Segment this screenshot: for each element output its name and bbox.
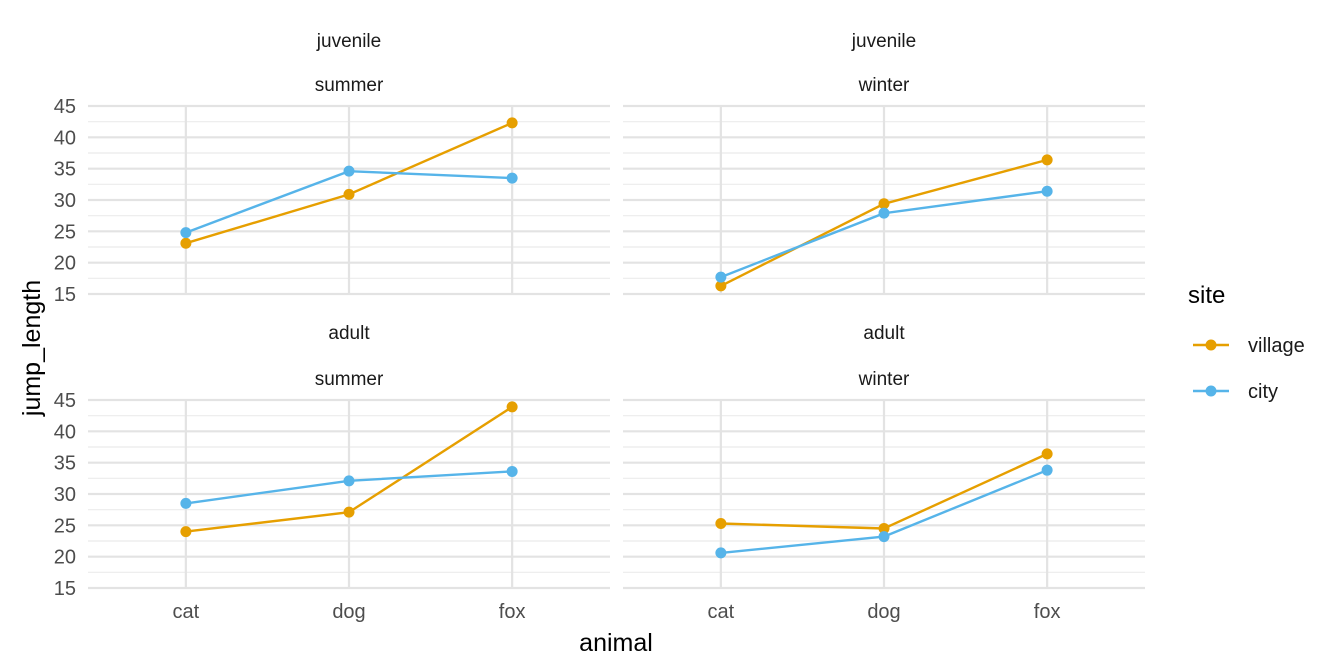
data-point-village [878, 198, 890, 210]
legend-key-point [1205, 339, 1217, 351]
data-point-city [715, 271, 727, 283]
data-point-city [180, 227, 192, 239]
facet-strip-top: juvenile [316, 31, 381, 52]
data-point-village [506, 117, 518, 129]
y-tick-label: 20 [54, 253, 76, 275]
data-point-city [878, 531, 890, 543]
data-point-city [343, 165, 355, 177]
data-point-village [715, 280, 727, 292]
y-tick-label: 30 [54, 190, 76, 212]
data-point-village [715, 517, 727, 529]
y-tick-label: 35 [54, 159, 76, 181]
x-tick-label: cat [708, 601, 735, 623]
y-tick-label: 25 [54, 515, 76, 537]
x-tick-label: fox [499, 601, 526, 623]
data-point-city [343, 475, 355, 487]
facet-strip-bottom: summer [315, 369, 384, 390]
x-axis-title: animal [579, 629, 653, 657]
facet-strip-bottom: winter [858, 369, 910, 390]
x-tick-label: cat [173, 601, 200, 623]
data-point-village [343, 188, 355, 200]
y-tick-label: 25 [54, 221, 76, 243]
data-point-village [180, 237, 192, 249]
facet-strip-top: adult [863, 323, 905, 344]
data-point-village [180, 526, 192, 538]
legend-label-village: village [1248, 335, 1305, 357]
x-tick-label: dog [332, 601, 365, 623]
data-point-village [1041, 448, 1053, 460]
data-point-city [506, 172, 518, 184]
y-tick-label: 45 [54, 390, 76, 412]
facet-strip-bottom: summer [315, 75, 384, 96]
legend-label-city: city [1248, 381, 1278, 403]
facet-strip-top: juvenile [851, 31, 916, 52]
y-tick-label: 45 [54, 96, 76, 118]
data-point-village [343, 506, 355, 518]
y-tick-label: 35 [54, 453, 76, 475]
legend-title: site [1188, 282, 1225, 309]
x-tick-label: fox [1034, 601, 1061, 623]
data-point-village [1041, 154, 1053, 166]
x-tick-label: dog [867, 601, 900, 623]
data-point-city [1041, 464, 1053, 476]
y-tick-label: 40 [54, 127, 76, 149]
y-axis-title: jump_length [18, 280, 46, 417]
y-tick-label: 40 [54, 421, 76, 443]
facet-strip-bottom: winter [858, 75, 910, 96]
facet-strip-top: adult [328, 323, 370, 344]
data-point-village [506, 401, 518, 413]
legend-key-point [1205, 385, 1217, 397]
data-point-city [715, 547, 727, 559]
data-point-city [506, 465, 518, 477]
data-point-city [878, 207, 890, 219]
data-point-village [878, 522, 890, 534]
y-tick-label: 30 [54, 484, 76, 506]
y-tick-label: 15 [54, 284, 76, 306]
y-tick-label: 20 [54, 547, 76, 569]
y-tick-label: 15 [54, 578, 76, 600]
data-point-city [1041, 185, 1053, 197]
data-point-city [180, 497, 192, 509]
